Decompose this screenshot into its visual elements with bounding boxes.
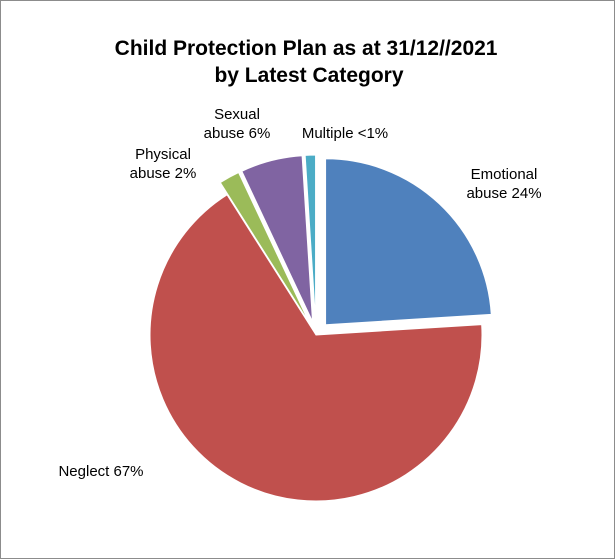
pie-slice-neglect [149,194,483,502]
slice-label-sexual-line-1: Sexual [214,106,260,123]
pie-slice-physical [219,171,310,323]
slice-label-neglect-line-1: Neglect 67% [58,463,143,480]
slice-label-emotional-line-2: abuse 24% [466,185,541,202]
slice-label-physical-line-2: abuse 2% [130,165,197,182]
slice-labels: Emotional abuse 24% Neglect 67% Physical abu… [58,106,541,480]
pie-slice-multiple [304,154,317,322]
slice-label-neglect: Neglect 67% [58,463,143,480]
slice-label-multiple-line-1: Multiple <1% [302,125,388,142]
slice-label-sexual-line-2: abuse 6% [204,125,271,142]
slice-label-multiple: Multiple <1% [302,125,388,142]
slice-label-sexual: Sexual abuse 6% [204,106,271,142]
chart-title-line-2: by Latest Category [214,64,403,87]
chart-title-line-1: Child Protection Plan as at 31/12//2021 [115,37,498,60]
slice-label-emotional: Emotional abuse 24% [466,166,541,202]
slice-label-physical: Physical abuse 2% [130,146,197,182]
slice-label-physical-line-1: Physical [135,146,191,163]
pie-slice-emotional [325,158,492,326]
slice-label-emotional-line-1: Emotional [471,166,538,183]
pie-slices [149,154,492,502]
chart-title: Child Protection Plan as at 31/12//2021 … [115,37,504,87]
pie-slice-sexual [241,155,314,322]
